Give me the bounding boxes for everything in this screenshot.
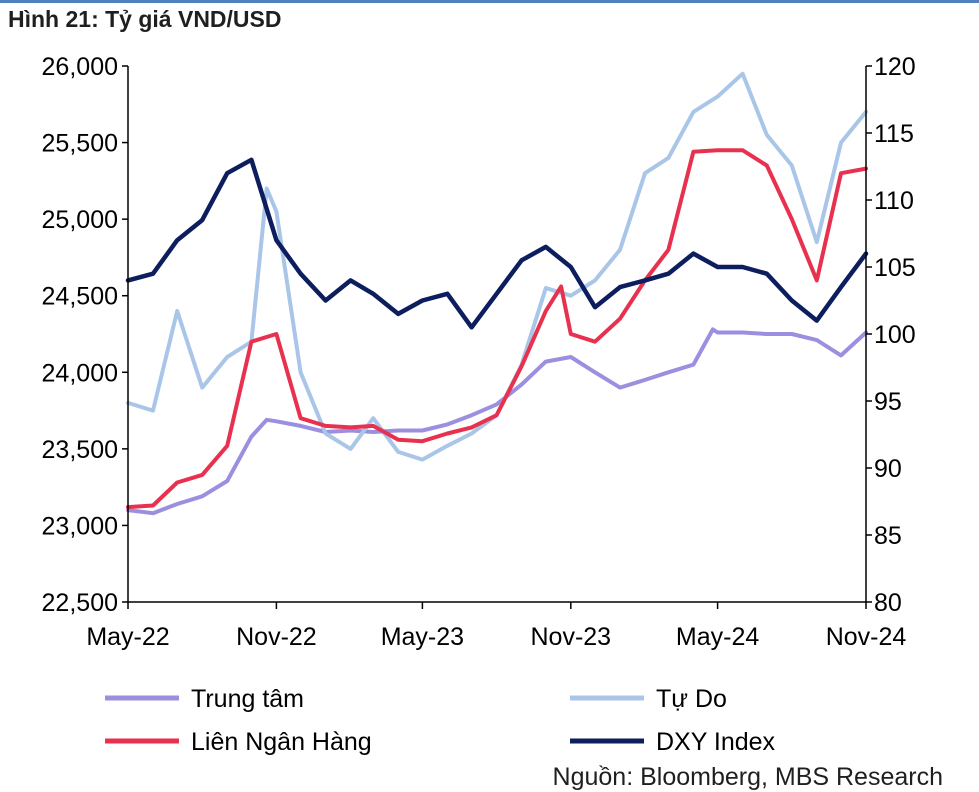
y-right-tick-label: 90 xyxy=(874,455,902,483)
y-right-tick-label: 100 xyxy=(874,321,916,349)
y-left-tick-label: 24,000 xyxy=(42,359,118,387)
y-left-tick-label: 24,500 xyxy=(42,283,118,311)
y-right-tick-label: 105 xyxy=(874,254,916,282)
legend-label: DXY Index xyxy=(656,728,776,756)
series-line-2 xyxy=(126,71,868,462)
legend-label: Tự Do xyxy=(656,685,727,713)
x-tick-label: Nov-22 xyxy=(236,623,317,651)
y-left-tick-label: 23,000 xyxy=(42,512,118,540)
x-tick-label: May-23 xyxy=(381,623,464,651)
series-line-3 xyxy=(126,148,868,510)
y-right-tick-label: 80 xyxy=(874,589,902,617)
series-line-1 xyxy=(126,327,868,516)
legend: Trung tâm Tự Do Liên Ngân Hàng DXY Index xyxy=(105,685,776,756)
y-left-tick-label: 26,000 xyxy=(42,53,118,81)
series-line-4 xyxy=(125,157,869,330)
x-tick-label: Nov-23 xyxy=(531,623,612,651)
x-tick-label: May-24 xyxy=(676,623,759,651)
y-left-tick-label: 25,500 xyxy=(42,130,118,158)
figure-title: Hình 21: Tỷ giá VND/USD xyxy=(8,6,282,32)
series-layer xyxy=(125,71,869,516)
y-right-tick-label: 120 xyxy=(874,53,916,81)
y-left-tick-label: 25,000 xyxy=(42,206,118,234)
legend-label: Trung tâm xyxy=(191,685,304,713)
y-right-tick-label: 110 xyxy=(874,187,914,215)
y-left-tick-label: 23,500 xyxy=(42,436,118,464)
y-right-tick-label: 115 xyxy=(874,120,914,148)
legend-label: Liên Ngân Hàng xyxy=(191,728,372,756)
x-tick-label: Nov-24 xyxy=(826,623,907,651)
y-right-tick-label: 85 xyxy=(874,522,902,550)
axes-layer: 22,500 23,000 23,500 24,000 24,500 25,000 25,5… xyxy=(42,53,916,651)
source-note: Nguồn: Bloomberg, MBS Research xyxy=(552,763,943,791)
y-right-tick-label: 95 xyxy=(874,388,902,416)
x-tick-label: May-22 xyxy=(86,623,169,651)
title-rule xyxy=(0,0,979,3)
y-left-tick-label: 22,500 xyxy=(42,589,118,617)
